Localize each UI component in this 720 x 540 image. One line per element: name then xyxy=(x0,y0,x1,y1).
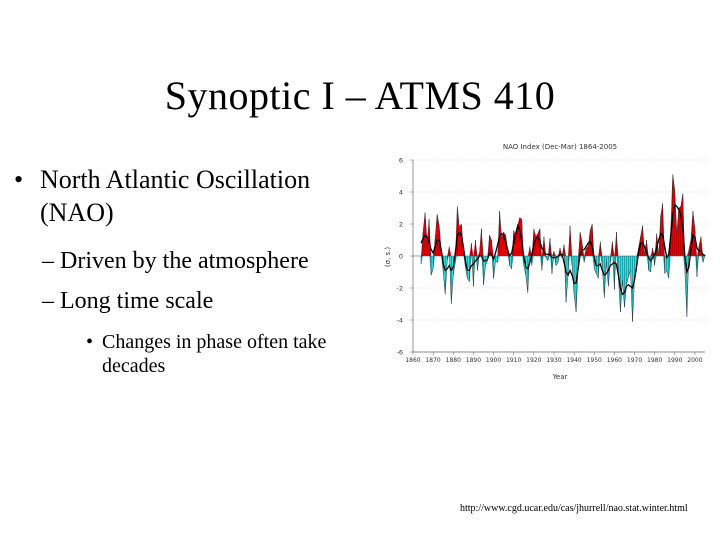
y-tick-label: -4 xyxy=(397,317,403,325)
bullet-nao-text: North Atlantic Oscillation (NAO) xyxy=(40,165,311,227)
chart-title: NAO Index (Dec-Mar) 1864-2005 xyxy=(503,143,617,151)
x-tick-label: 1910 xyxy=(506,357,521,364)
bullet-nao: • North Atlantic Oscillation (NAO) xyxy=(14,163,384,229)
x-tick-label: 1870 xyxy=(425,357,440,364)
source-link[interactable]: http://www.cgd.ucar.edu/cas/jhurrell/nao… xyxy=(460,503,688,514)
chart-smoothed-line xyxy=(420,174,706,322)
y-tick-label: 2 xyxy=(399,221,403,229)
y-tick-label: 4 xyxy=(399,189,403,197)
subsubbullet-phase-changes: • Changes in phase often take decades xyxy=(86,330,386,378)
chart-ticks: -6 -4 -2 0 2 4 6 1860 1870 1880 1890 1900 1910 1920 19… xyxy=(397,157,703,365)
slide-title: Synoptic I – ATMS 410 xyxy=(164,73,556,118)
y-tick-label: -2 xyxy=(397,285,403,293)
x-tick-label: 1900 xyxy=(486,357,501,364)
x-tick-label: 1970 xyxy=(627,357,642,364)
chart-axes xyxy=(412,160,705,353)
bullet-dot: • xyxy=(14,165,24,194)
y-tick-label: -6 xyxy=(397,349,403,357)
x-tick-label: 1980 xyxy=(647,357,662,364)
bullet-dot: • xyxy=(86,331,94,353)
x-axis-label: Year xyxy=(552,373,568,381)
negative-area xyxy=(421,256,705,322)
x-tick-label: 2000 xyxy=(687,357,702,364)
nao-index-chart: NAO Index (Dec-Mar) 1864-2005 (σ, s.) Ye… xyxy=(384,143,706,381)
x-tick-label: 1880 xyxy=(446,357,461,364)
x-tick-label: 1930 xyxy=(546,357,561,364)
x-tick-label: 1950 xyxy=(587,357,602,364)
x-tick-label: 1920 xyxy=(526,357,541,364)
y-tick-label: 6 xyxy=(399,157,403,165)
subbullet-long-time-scale: – Long time scale xyxy=(42,288,214,314)
y-tick-label: 0 xyxy=(399,253,403,261)
y-axis-label: (σ, s.) xyxy=(384,247,392,267)
subsubbullet-text: Changes in phase often take decades xyxy=(102,331,327,377)
x-tick-label: 1890 xyxy=(466,357,481,364)
x-tick-label: 1860 xyxy=(405,357,420,364)
x-tick-label: 1990 xyxy=(667,357,682,364)
subbullet-driven-by-atmosphere: – Driven by the atmosphere xyxy=(42,248,309,274)
positive-area xyxy=(421,174,705,256)
x-tick-label: 1940 xyxy=(566,357,581,364)
x-tick-label: 1960 xyxy=(607,357,622,364)
smoothed-line xyxy=(420,203,706,296)
